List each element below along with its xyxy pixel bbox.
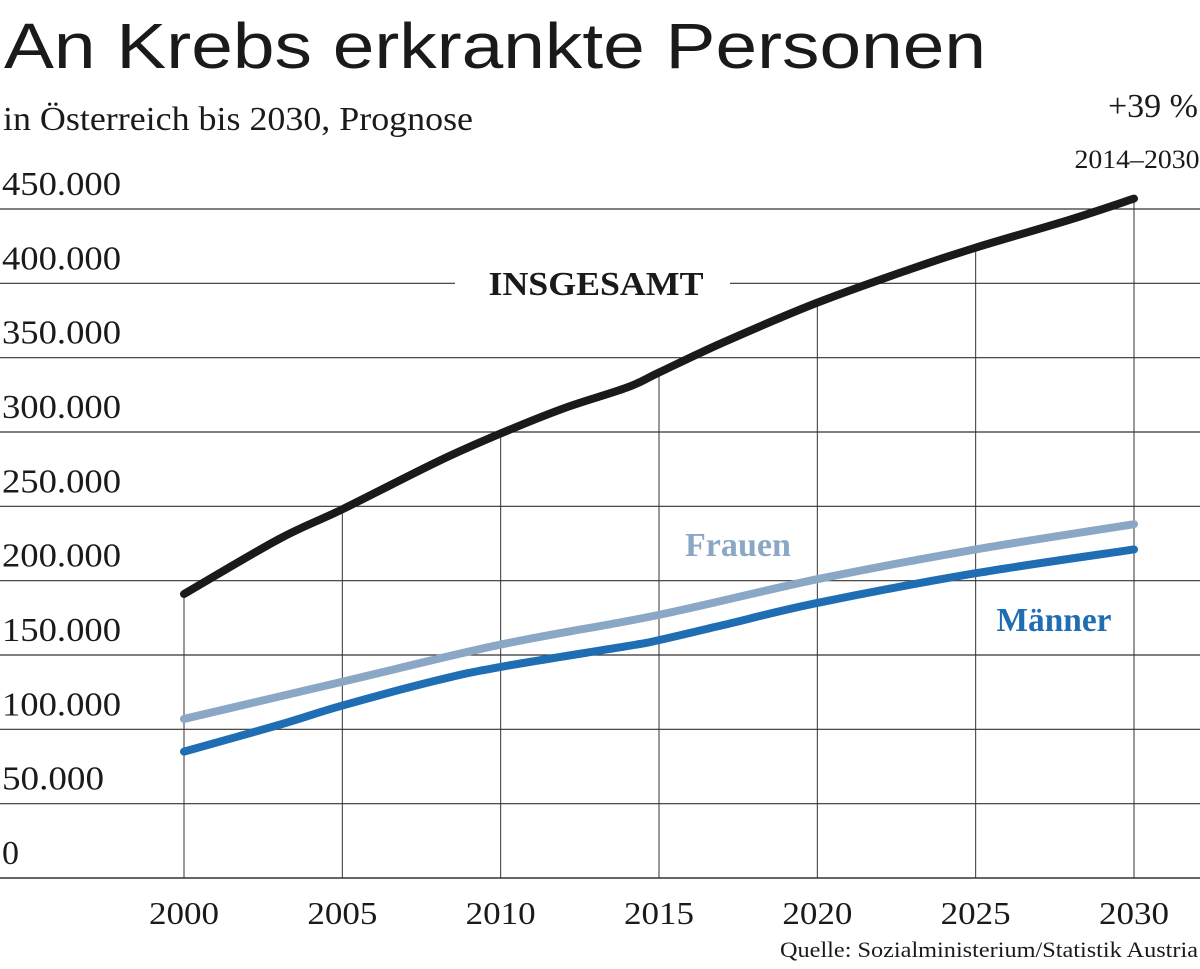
x-tick-label: 2000 [149,895,219,931]
x-tick-label: 2020 [782,895,852,931]
y-tick-label: 350.000 [2,315,121,352]
grid [0,198,1200,879]
y-tick-label: 200.000 [2,538,121,575]
y-tick-label: 300.000 [2,389,121,426]
x-tick-label: 2010 [466,895,536,931]
series-line-frauen [180,520,1138,723]
series-label-insgesamt: INSGESAMT [489,266,704,303]
x-tick-label: 2005 [307,895,377,931]
growth-period: 2014–2030 [1075,145,1200,174]
series-lines [180,194,1138,756]
y-tick-label: 100.000 [2,686,121,723]
y-tick-label: 150.000 [2,612,121,649]
series-label-frauen: Frauen [685,527,791,564]
y-tick-label: 400.000 [2,240,121,277]
chart-title: An Krebs erkrankte Personen [4,10,986,82]
x-tick-label: 2015 [624,895,694,931]
y-tick-label: 0 [2,835,19,872]
x-tick-label: 2030 [1099,895,1169,931]
source-note: Quelle: Sozialministerium/Statistik Aust… [780,937,1198,962]
chart-subtitle: in Österreich bis 2030, Prognose [3,101,473,138]
series-line-insgesamt [180,194,1138,599]
series-line-maenner [180,545,1138,756]
growth-annotation: +39 % [1108,88,1198,125]
x-axis: 2000 2005 2010 2015 2020 2025 2030 [149,895,1169,931]
y-tick-label: 450.000 [2,166,121,203]
y-axis: 0 50.000 100.000 150.000 200.000 250.000 300.0… [2,166,121,872]
y-tick-label: 50.000 [2,761,104,798]
y-tick-label: 250.000 [2,463,121,500]
x-tick-label: 2025 [941,895,1011,931]
series-label-maenner: Männer [997,602,1112,639]
